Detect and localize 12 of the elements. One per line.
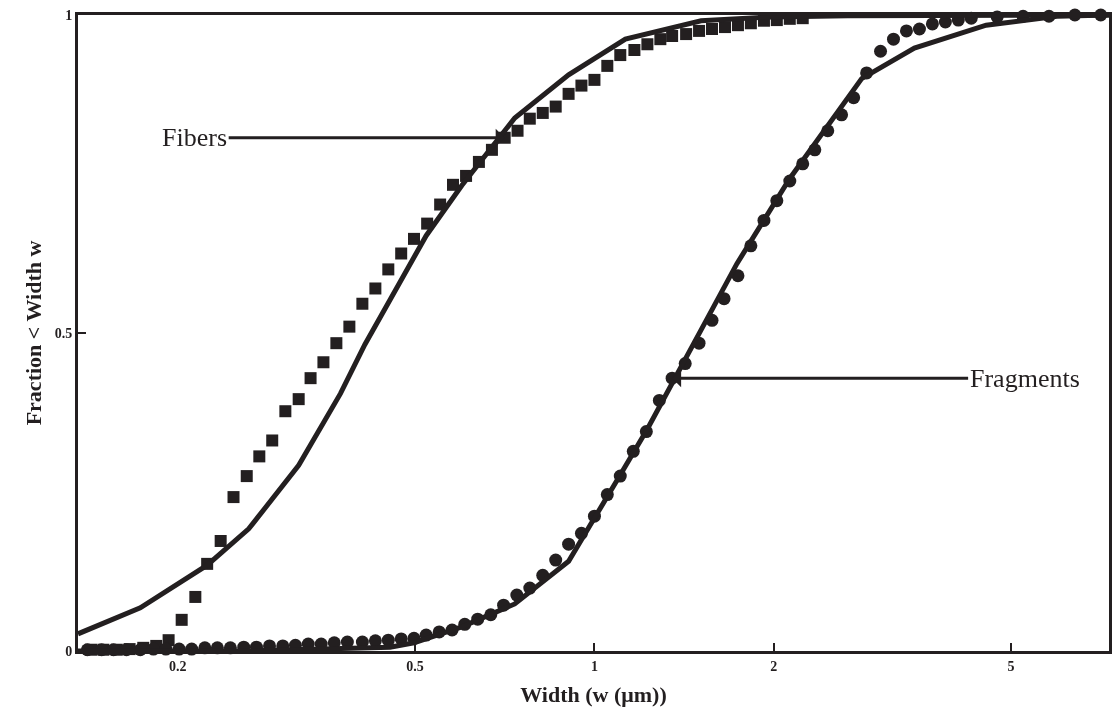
x-tick-label: 2 [770,658,778,674]
x-axis-title: Width (w (μm)) [520,681,667,707]
x-tick-label: 0.5 [406,658,424,674]
annotation: Fragments [970,364,1080,393]
y-axis-title: Fraction < Width w [20,240,46,426]
y-tick-label: 1 [65,7,73,23]
x-tick-label: 1 [590,658,598,674]
y-tick-label: 0.5 [54,325,73,341]
x-tick-label: 5 [1007,658,1015,674]
annotation: Fibers [162,123,227,152]
y-tick-label: 0 [65,643,73,659]
x-tick-label: 0.2 [169,658,187,674]
